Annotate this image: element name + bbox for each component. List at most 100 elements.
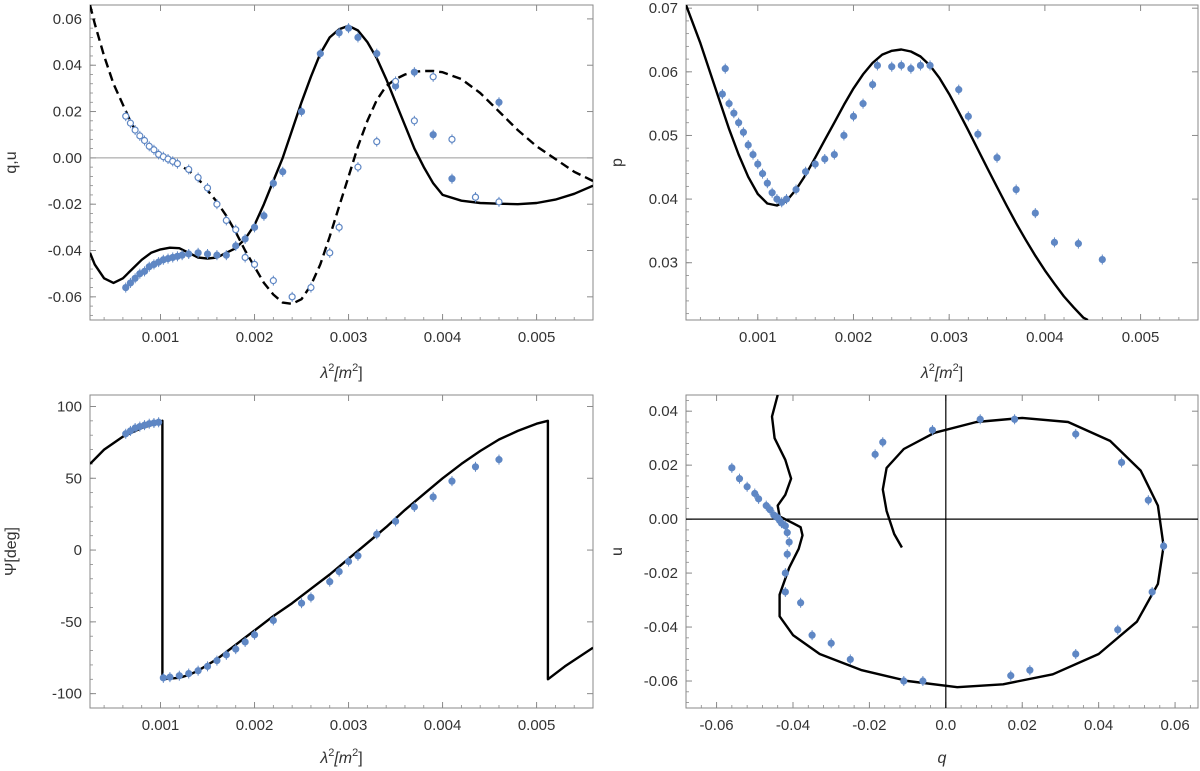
data-point	[871, 450, 879, 458]
data-point	[471, 463, 480, 471]
data-point	[873, 61, 882, 70]
y-tick-label: -0.06	[644, 673, 678, 690]
series-line-q-model	[90, 24, 593, 285]
y-axis-label: u	[609, 547, 626, 556]
data-point	[166, 673, 174, 681]
data-point	[781, 588, 789, 596]
data-point	[250, 223, 259, 231]
plot-frame	[685, 4, 1199, 321]
x-tick-label: 0.005	[1122, 329, 1160, 346]
data-point	[136, 132, 144, 140]
data-point	[1026, 666, 1034, 674]
data-point	[1144, 496, 1152, 504]
data-point	[811, 160, 819, 168]
data-point	[429, 131, 437, 139]
y-tick-label: -0.04	[644, 619, 678, 636]
y-tick-label: 0.04	[53, 57, 82, 74]
data-point	[185, 669, 193, 678]
data-point	[751, 489, 759, 498]
data-point	[976, 415, 984, 423]
data-point	[222, 651, 230, 659]
x-tick-label: 0.002	[835, 329, 873, 346]
data-point	[250, 260, 259, 269]
panel-qu_plane: -0.06 -0.04 -0.02 0.0 0.02 0.04 0.06 -0.06 -0.04…	[609, 394, 1199, 767]
y-tick-label: 0.04	[649, 403, 678, 420]
data-point	[145, 142, 153, 150]
x-tick-label: 0.001	[142, 329, 180, 346]
data-point	[919, 677, 927, 685]
x-tick-label: 0.004	[424, 329, 462, 346]
data-point	[495, 98, 503, 106]
x-tick-label: 0.02	[1008, 717, 1037, 734]
x-axis-label-part: ]	[959, 365, 963, 382]
x-axis-label-part: [m	[934, 365, 953, 382]
y-tick-label: 0.06	[649, 64, 678, 81]
x-axis-label-part: [m	[333, 365, 352, 382]
data-point	[1074, 240, 1082, 248]
x-tick-label: 0.005	[518, 329, 556, 346]
data-point	[821, 155, 829, 163]
data-point	[916, 61, 925, 70]
x-tick-label: 0.003	[930, 329, 968, 346]
series-line-p-model	[686, 5, 1089, 320]
x-axis-label-part: 2	[352, 747, 358, 759]
x-tick-label: 0.06	[1160, 717, 1189, 734]
x-axis-label-part: 2	[328, 362, 334, 374]
panel-qu: 0.001 0.002 0.003 0.004 0.005-0.06-0.04-0.02…	[3, 4, 594, 382]
x-tick-label: 0.001	[142, 717, 180, 734]
panel-p: 0.001 0.002 0.003 0.004 0.005 0.03 0.04 0.05 0.0…	[609, 0, 1199, 382]
x-tick-label: 0.002	[236, 329, 274, 346]
data-point	[410, 68, 418, 76]
data-point	[495, 198, 503, 206]
data-point	[830, 150, 838, 159]
data-point	[1010, 415, 1019, 423]
y-axis-label: p	[609, 158, 626, 167]
data-point	[448, 175, 456, 183]
data-point	[140, 267, 149, 275]
data-point	[131, 274, 139, 282]
data-point	[410, 117, 418, 125]
y-tick-label: 50	[65, 470, 82, 487]
x-axis-label-part: λ	[920, 365, 929, 382]
data-point	[203, 662, 212, 670]
data-point	[897, 61, 905, 70]
data-point	[297, 107, 306, 116]
data-point	[178, 251, 186, 259]
series-line-q-u-model	[770, 395, 1165, 689]
data-point	[783, 550, 791, 558]
data-point	[429, 73, 437, 81]
data-point	[232, 242, 240, 250]
data-point	[1072, 430, 1080, 438]
data-point	[326, 578, 334, 586]
data-point	[718, 90, 726, 98]
data-point	[203, 250, 212, 258]
x-tick-label: 0.002	[236, 717, 274, 734]
x-tick-label: 0.003	[330, 717, 368, 734]
x-tick-label: 0.001	[739, 329, 777, 346]
data-point	[448, 135, 456, 143]
data-point	[354, 33, 362, 42]
plot-area	[686, 395, 1198, 708]
plot-area	[90, 417, 593, 683]
data-point	[735, 475, 744, 483]
data-point	[1160, 542, 1168, 550]
data-point	[185, 250, 193, 258]
x-axis-label-part: ]	[358, 365, 362, 382]
data-point	[335, 29, 343, 37]
y-tick-label: 0.06	[53, 11, 82, 28]
x-axis-label-part: 2	[352, 362, 358, 374]
data-point	[344, 24, 353, 32]
y-tick-label: -0.04	[48, 243, 82, 260]
data-point	[907, 65, 915, 73]
data-point	[763, 179, 771, 187]
data-point	[1050, 238, 1059, 246]
x-axis-label-part: 2	[328, 747, 334, 759]
data-point	[900, 677, 908, 685]
data-point	[766, 506, 774, 514]
y-tick-label: 0.05	[649, 127, 678, 144]
y-axis-label: q,u	[3, 151, 20, 173]
data-point	[849, 112, 858, 120]
data-point	[782, 195, 791, 203]
data-point	[260, 212, 268, 220]
